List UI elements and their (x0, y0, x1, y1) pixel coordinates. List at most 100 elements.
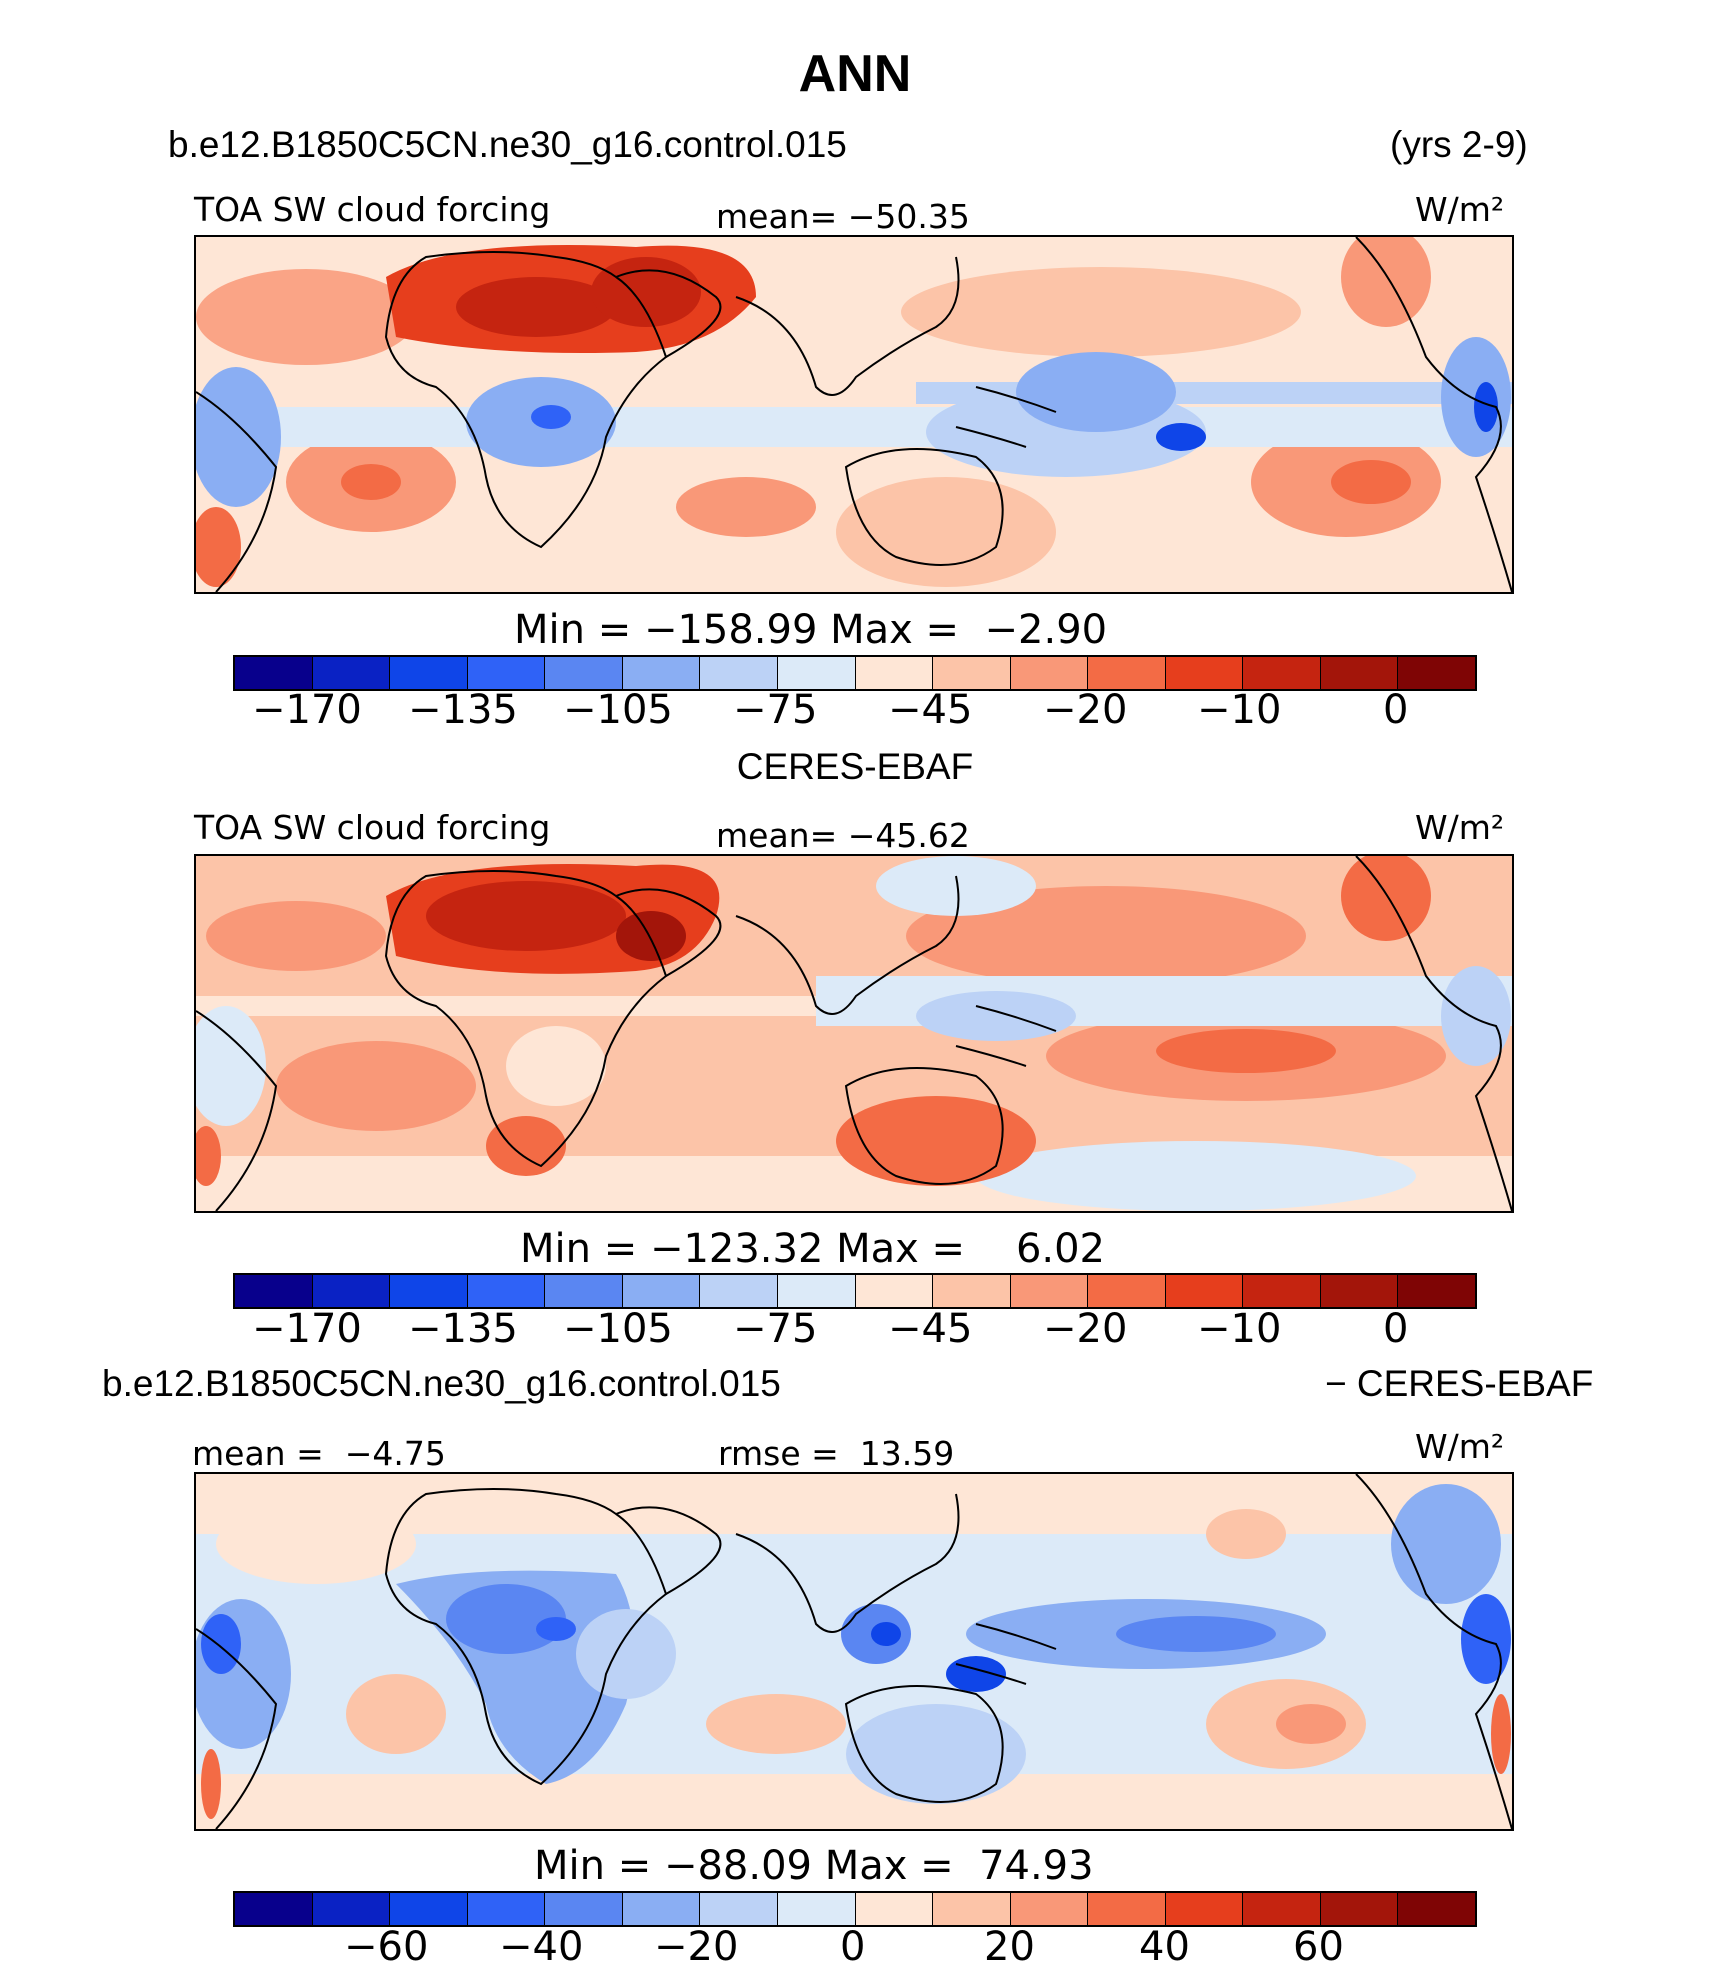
plot-title: ANN (798, 45, 912, 103)
colorbar-box (933, 1893, 1011, 1925)
mean-text: mean = −4.75 (192, 1434, 446, 1473)
colorbar-box (1165, 1275, 1244, 1307)
map-panel-obs (194, 854, 1514, 1213)
colorbar-box (700, 657, 778, 689)
colorbar-box (1165, 657, 1244, 689)
min-label: Min (520, 1226, 591, 1272)
colorbar-box (1243, 657, 1321, 689)
colorbar-box (467, 1893, 546, 1925)
units-label: W/m² (1415, 808, 1505, 847)
colorbar-box (855, 1893, 934, 1925)
colorbar-tick: 40 (1139, 1924, 1190, 1970)
min-max-text: Min = −88.09 Max = 74.93 (534, 1843, 1094, 1889)
min-value: −88.09 (663, 1843, 812, 1889)
colorbar-box (855, 1275, 934, 1307)
max-label: Max (830, 607, 913, 653)
colorbar-tick: −105 (563, 687, 673, 733)
colorbar-tick: −75 (733, 687, 818, 733)
colorbar-box (390, 1893, 468, 1925)
colorbar-box (1165, 1893, 1244, 1925)
colorbar-tick: −170 (252, 1306, 362, 1352)
colorbar-tick: −75 (733, 1306, 818, 1352)
colorbar-box (1320, 1275, 1399, 1307)
map-panel-model (194, 235, 1514, 594)
max-value: −2.90 (984, 607, 1108, 653)
colorbar-box (545, 1275, 623, 1307)
colorbar-box (467, 1275, 546, 1307)
colorbar-box (622, 657, 701, 689)
colorbar-tick: −170 (252, 687, 362, 733)
map-panel-difference (194, 1472, 1514, 1831)
mean-label: mean= (716, 816, 838, 855)
colorbar-box (312, 657, 391, 689)
min-value: −123.32 (649, 1226, 824, 1272)
mean-label: mean= (716, 197, 838, 236)
units-label: W/m² (1415, 1427, 1505, 1466)
colorbar-box (390, 1275, 468, 1307)
mean-value: −45.62 (847, 816, 970, 855)
colorbar-tick: 0 (1383, 1306, 1409, 1352)
colorbar-box (1398, 1275, 1475, 1307)
colorbar-tick: −40 (499, 1924, 584, 1970)
colorbar-box (1088, 1275, 1166, 1307)
mean-value: −4.75 (344, 1434, 446, 1473)
max-label: Max (836, 1226, 919, 1272)
colorbar-tick: −10 (1197, 1306, 1282, 1352)
colorbar-tick: −135 (408, 1306, 518, 1352)
colorbar-box (1243, 1275, 1321, 1307)
colorbar-box (390, 657, 468, 689)
colorbar-box (1010, 1275, 1089, 1307)
diff-case-label: b.e12.B1850C5CN.ne30_g16.control.015 (102, 1363, 781, 1404)
units-label: W/m² (1415, 190, 1505, 229)
max-value: 74.93 (979, 1843, 1094, 1889)
max-value: 6.02 (1015, 1226, 1105, 1272)
min-value: −158.99 (643, 607, 818, 653)
rmse-value: 13.59 (859, 1434, 955, 1473)
colorbar-box (1398, 1893, 1475, 1925)
mean-value: −50.35 (847, 197, 970, 236)
colorbar-tick: −20 (1043, 1306, 1128, 1352)
colorbar-box (933, 1275, 1011, 1307)
colorbar-tick: −10 (1197, 687, 1282, 733)
colorbar-model (233, 655, 1477, 691)
colorbar-box (1398, 657, 1475, 689)
colorbar-box (467, 657, 546, 689)
colorbar-box (1088, 657, 1166, 689)
colorbar-box (545, 657, 623, 689)
colorbar-box (777, 657, 856, 689)
colorbar-tick: 20 (984, 1924, 1035, 1970)
colorbar-box (235, 1893, 313, 1925)
rmse-label: rmse = (718, 1434, 839, 1473)
diff-suffix-label: − CERES-EBAF (1325, 1363, 1594, 1404)
max-label: Max (824, 1843, 908, 1889)
colorbar-box (1010, 1893, 1089, 1925)
min-label: Min (534, 1843, 605, 1889)
mean-label: mean = (192, 1434, 324, 1473)
min-max-text: Min = −123.32 Max = 6.02 (520, 1226, 1105, 1272)
colorbar-tick: −20 (654, 1924, 739, 1970)
colorbar-tick: −20 (1043, 687, 1128, 733)
obs-name-label: CERES-EBAF (736, 746, 974, 787)
mean-text: mean= −45.62 (716, 816, 970, 855)
colorbar-box (622, 1275, 701, 1307)
colorbar-tick: 0 (840, 1924, 866, 1970)
colorbar-box (235, 657, 313, 689)
variable-label: TOA SW cloud forcing (194, 808, 551, 847)
mean-text: mean= −50.35 (716, 197, 970, 236)
colorbar-box (700, 1275, 778, 1307)
case-name-label: b.e12.B1850C5CN.ne30_g16.control.015 (168, 124, 847, 165)
colorbar-box (1243, 1893, 1321, 1925)
variable-label: TOA SW cloud forcing (194, 190, 551, 229)
colorbar-box (855, 657, 934, 689)
colorbar-tick: −45 (888, 1306, 973, 1352)
colorbar-tick: −60 (344, 1924, 429, 1970)
colorbar-difference (233, 1891, 1477, 1927)
colorbar-tick: −135 (408, 687, 518, 733)
colorbar-tick: 60 (1293, 1924, 1344, 1970)
colorbar-box (1088, 1893, 1166, 1925)
colorbar-box (235, 1275, 313, 1307)
colorbar-obs (233, 1273, 1477, 1309)
colorbar-box (622, 1893, 701, 1925)
colorbar-tick: 0 (1383, 687, 1409, 733)
rmse-text: rmse = 13.59 (718, 1434, 954, 1473)
